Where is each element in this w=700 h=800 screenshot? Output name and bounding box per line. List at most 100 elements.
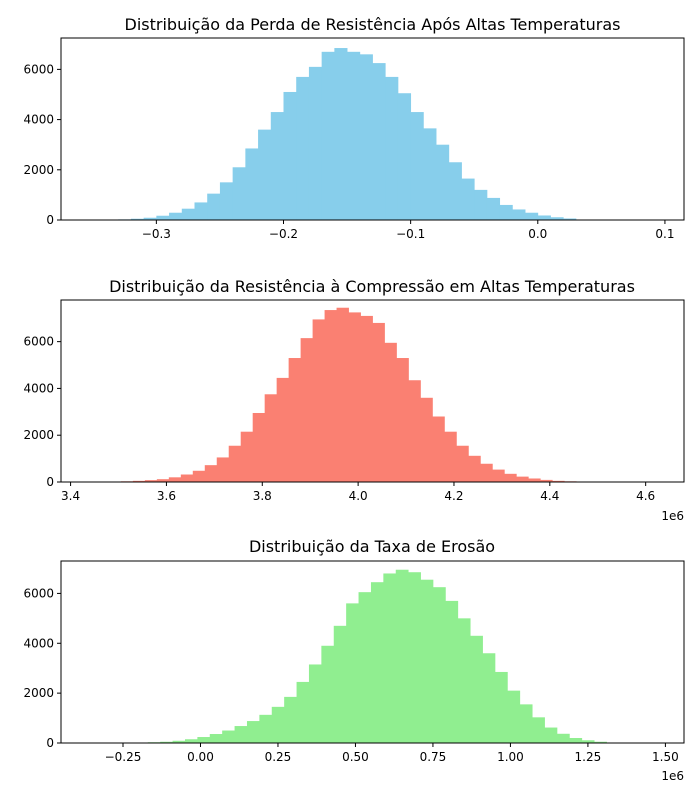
subplot-1-bars (92, 48, 577, 221)
subplot-1-bar (436, 144, 450, 220)
subplot-1-bar (207, 193, 221, 220)
subplot-1-bar (448, 162, 462, 220)
subplot-2-bar (168, 477, 182, 482)
subplot-3-bar (494, 671, 508, 743)
subplot-1-bar (486, 197, 501, 220)
subplot-2-bar (348, 312, 361, 482)
subplot-3-bar (581, 740, 595, 743)
subplot-2-bar (396, 358, 409, 482)
subplot-3-bar (482, 653, 496, 743)
subplot-1-bar (296, 76, 310, 220)
subplot-3-axes-frame (60, 560, 685, 744)
subplot-3-bar (346, 603, 359, 743)
subplot-1-bar (245, 148, 259, 220)
subplot-3-bar (271, 706, 285, 743)
subplot-1-bar (321, 51, 335, 221)
subplot-2-bar (192, 470, 206, 482)
subplot-3-bar (383, 573, 397, 743)
subplot-2-bar (516, 476, 529, 482)
subplot-3-bar (370, 582, 384, 743)
subplot-3-bar (184, 739, 198, 743)
subplot-1-bar (461, 178, 475, 220)
subplot-2-bar (528, 478, 541, 482)
subplot-2-bar (552, 480, 565, 482)
subplot-2-bar (276, 377, 290, 482)
subplot-3-bar (234, 726, 248, 743)
subplot-3-bar (197, 737, 211, 743)
subplot-3-bar (395, 569, 409, 743)
subplot-2-bar (204, 465, 218, 482)
subplot-2-bar (444, 431, 457, 482)
subplot-3-bar (544, 727, 558, 743)
subplot-1-bar (385, 76, 399, 220)
subplot-1-bar (397, 93, 412, 220)
subplot-2-bar (252, 412, 266, 482)
subplot-3-x-tick-label: 0.25 (265, 750, 292, 764)
subplot-2-bar (432, 416, 445, 482)
subplot-3-bar (519, 704, 533, 743)
subplot-1-bar (550, 217, 564, 220)
subplot-1: Distribuição da Perda de Resistência Apó… (23, 15, 685, 241)
subplot-2-y-tick-label: 4000 (23, 381, 54, 395)
subplot-1-bar (194, 202, 208, 220)
subplot-3-title: Distribuição da Taxa de Erosão (249, 537, 495, 556)
subplot-2-x-ticks: 3.4 3.6 3.8 4.0 4.2 4.4 4.6 (61, 482, 655, 503)
subplot-1-bar (423, 128, 437, 220)
subplot-3-bar (556, 733, 570, 743)
subplot-2-bar (312, 319, 325, 482)
subplot-3-y-tick-label: 6000 (23, 586, 54, 600)
subplot-2-bar (132, 480, 146, 482)
subplot-1-bar (308, 66, 323, 221)
subplot-1-x-ticks: −0.3 −0.2 −0.1 0.0 0.1 (142, 220, 674, 241)
subplot-1-y-ticks: 0 2000 4000 6000 (23, 62, 61, 227)
subplot-3-bar (259, 714, 273, 743)
subplot-2-bar (336, 307, 349, 482)
subplot-2-y-tick-label: 0 (46, 475, 54, 489)
subplot-3-x-tick-label: 0.50 (342, 750, 369, 764)
subplot-3-bar (296, 681, 310, 743)
subplot-2-bar (468, 455, 481, 482)
subplot-2-bars (84, 307, 601, 482)
subplot-2-bar (288, 358, 302, 482)
subplot-1-bar (156, 215, 170, 220)
subplot-2-bar (456, 445, 469, 482)
subplot-2-y-tick-label: 2000 (23, 428, 54, 442)
subplot-3: Distribuição da Taxa de Erosão −0.25 0.00… (23, 537, 685, 783)
subplot-2-x-tick-label: 4.0 (349, 489, 368, 503)
subplot-3-y-tick-label: 0 (46, 736, 54, 750)
subplot-3-x-tick-label: 1.00 (497, 750, 524, 764)
subplot-3-bar (420, 579, 434, 743)
subplot-2-y-ticks: 0 2000 4000 6000 (23, 335, 61, 489)
subplot-3-x-tick-label: 1.25 (575, 750, 602, 764)
subplot-1-bar (219, 182, 234, 220)
subplot-1-bar (347, 51, 361, 221)
subplot-2-bar (156, 479, 170, 482)
subplot-3-bar (222, 730, 235, 743)
subplot-2-bar (480, 463, 493, 482)
subplot-1-y-tick-label: 2000 (23, 163, 54, 177)
subplot-1-bar (499, 204, 513, 220)
subplot-1-x-tick-label: −0.2 (269, 227, 298, 241)
subplot-3-bar (408, 572, 421, 743)
subplot-1-bar (169, 212, 183, 220)
subplot-1-bar (512, 209, 526, 220)
subplot-3-bar (358, 592, 372, 743)
subplot-1-bar (563, 218, 577, 220)
subplot-1-bar (283, 91, 297, 220)
subplot-1-bar (143, 217, 157, 220)
subplot-2-bar (540, 479, 553, 482)
subplot-1-x-tick-label: 0.0 (528, 227, 547, 241)
subplot-2-x-tick-label: 4.4 (540, 489, 559, 503)
subplot-3-bar (284, 696, 297, 743)
subplot-3-y-ticks: 0 2000 4000 6000 (23, 586, 61, 750)
subplot-3-bar (432, 587, 446, 743)
subplot-2-bar (264, 394, 278, 482)
subplot-1-bar (372, 63, 386, 220)
subplot-2-bar (300, 338, 313, 482)
subplot-3-bar (532, 717, 545, 743)
subplot-3-bar (457, 618, 471, 743)
subplot-3-bar (209, 734, 223, 743)
subplot-2-bar (216, 457, 230, 482)
subplot-3-bar (507, 690, 521, 743)
subplot-2-y-tick-label: 6000 (23, 335, 54, 349)
